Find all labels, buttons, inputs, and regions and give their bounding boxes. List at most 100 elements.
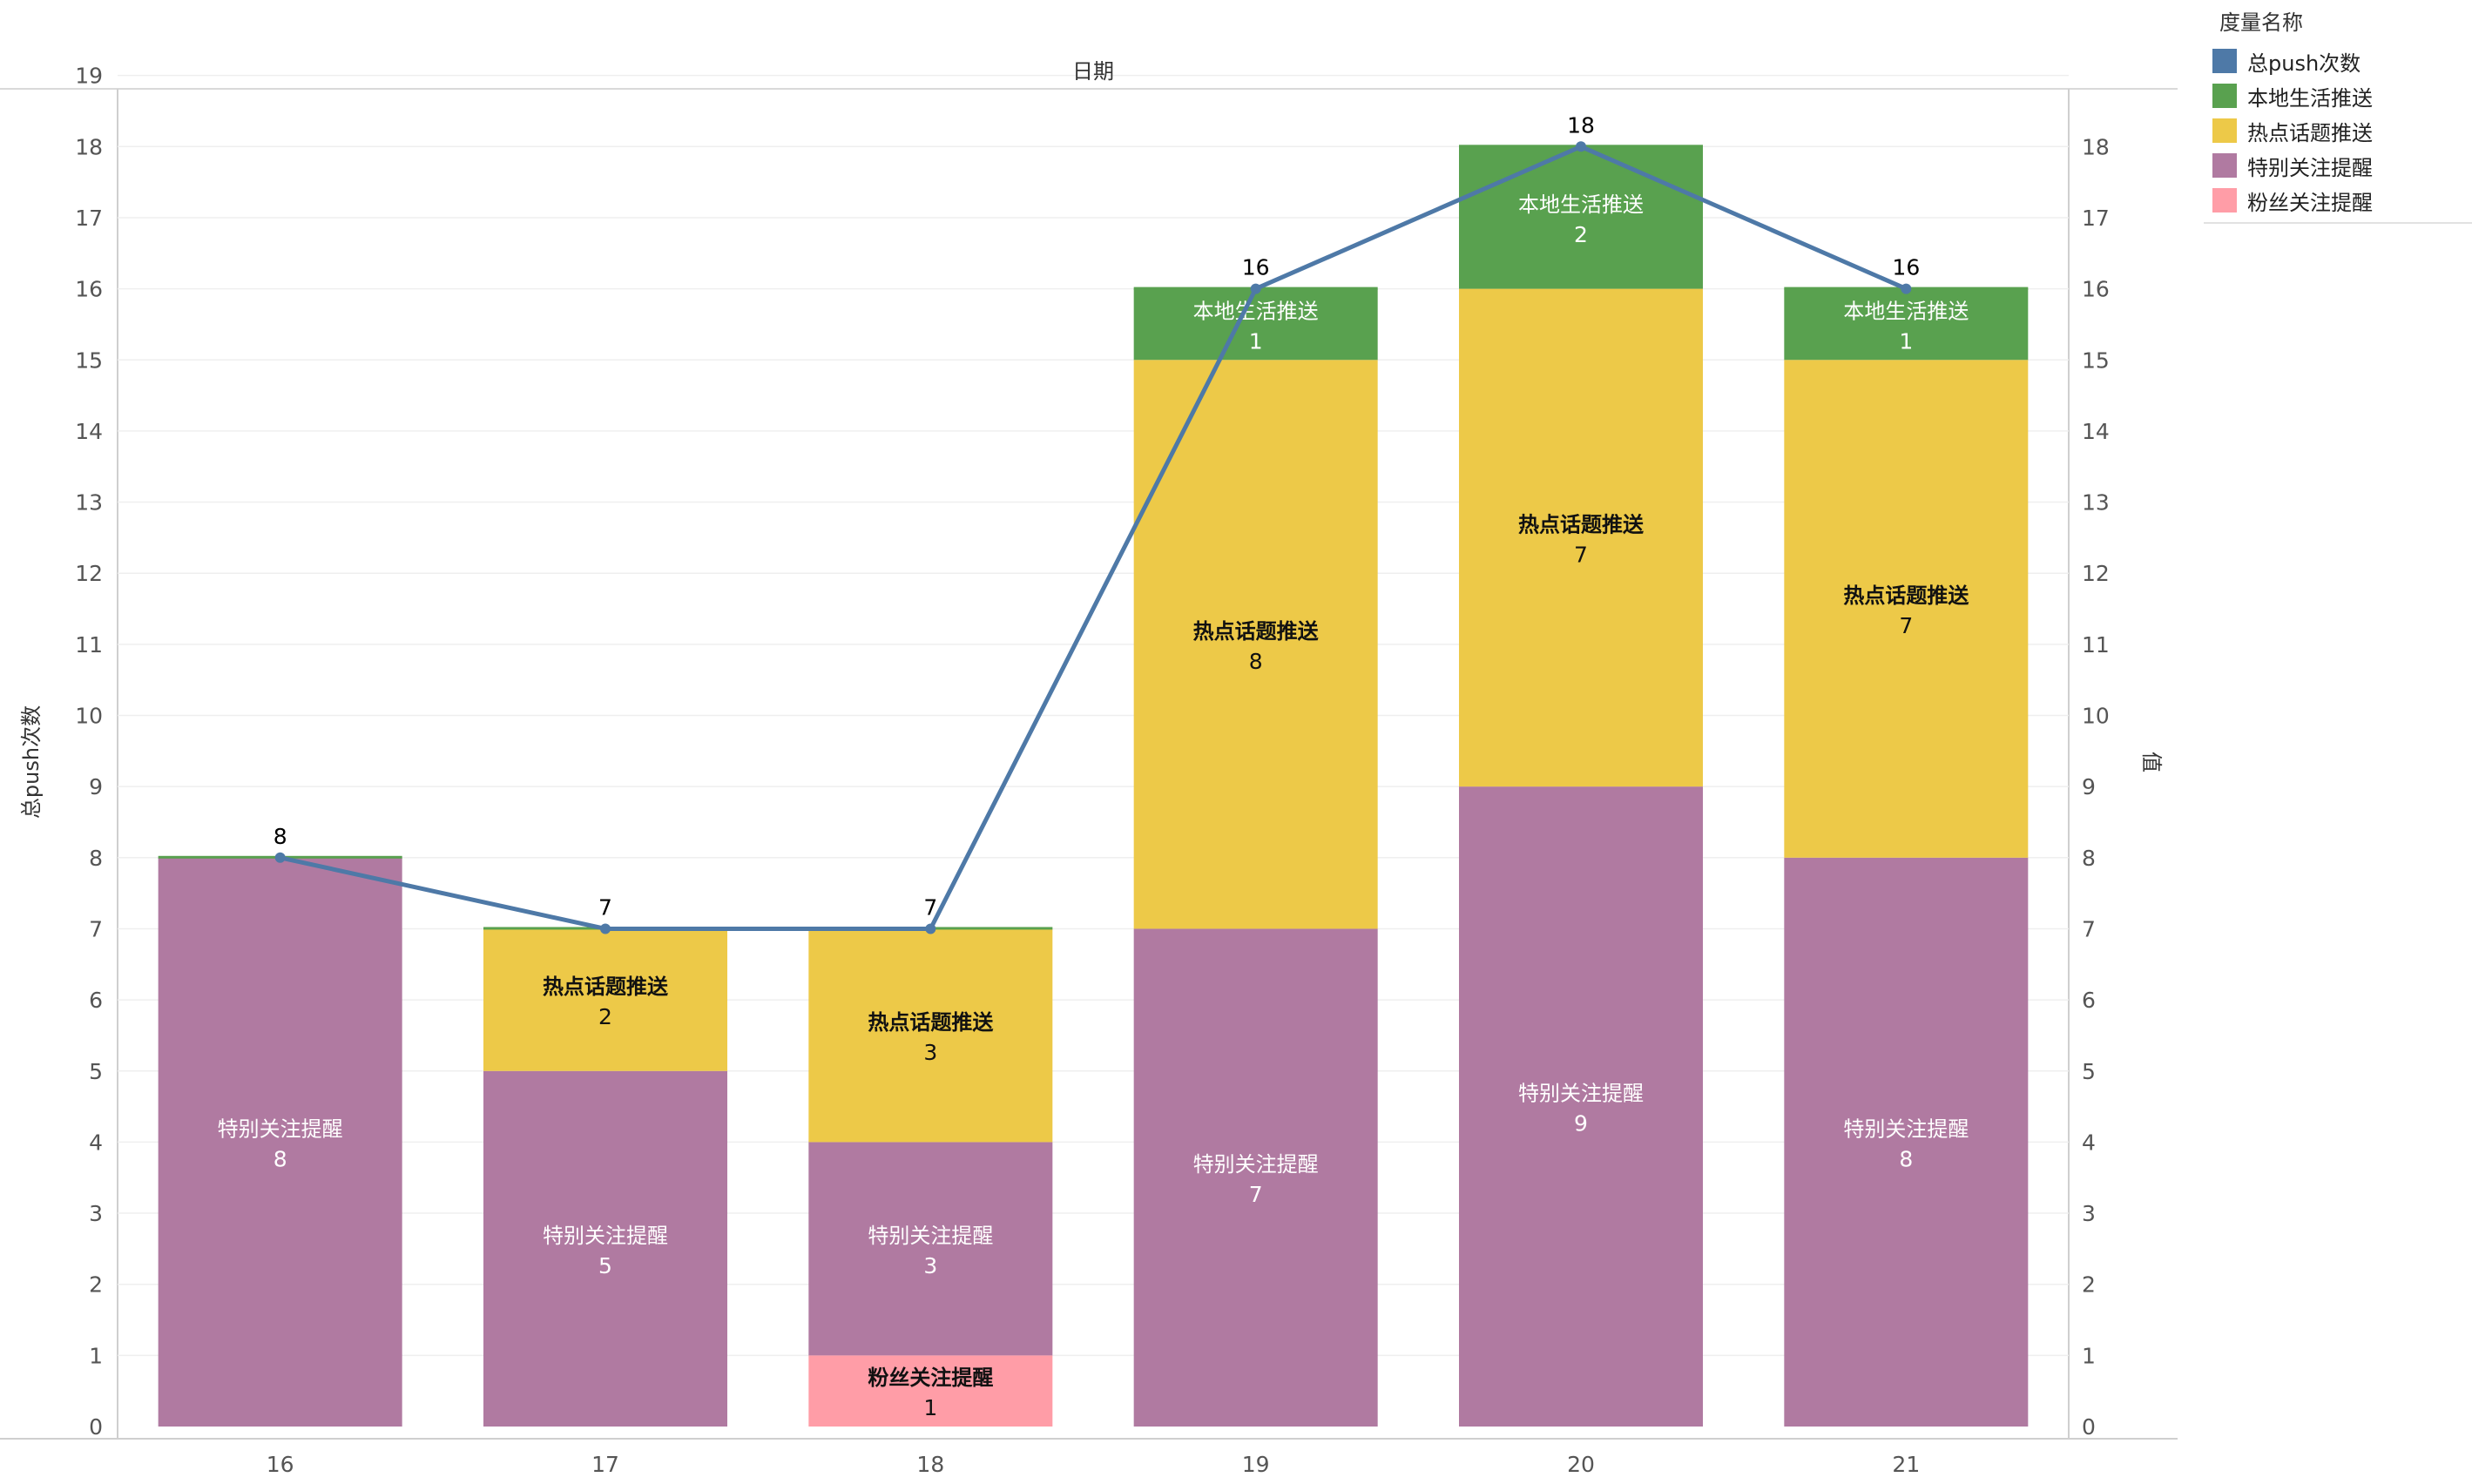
x-tick-label: 19: [1242, 1452, 1270, 1477]
x-tick-label: 16: [267, 1452, 294, 1477]
y-tick-label-left: 8: [89, 846, 103, 871]
y-tick-label-left: 14: [75, 419, 103, 444]
bar-segment: [808, 1355, 1053, 1427]
bar-segment-label: 本地生活推送: [1518, 192, 1644, 217]
x-tick-label: 20: [1567, 1452, 1595, 1477]
x-tick-label: 18: [916, 1452, 944, 1477]
legend-swatch: [2212, 153, 2237, 178]
y-tick-label-left: 10: [75, 704, 103, 729]
y-tick-label-right: 15: [2082, 347, 2110, 373]
bar-segment: [483, 1070, 727, 1427]
bar-segment-label: 热点话题推送: [543, 975, 669, 999]
y-tick-label-left: 6: [89, 988, 103, 1013]
legend-label: 粉丝关注提醒: [2247, 190, 2373, 215]
bar-segment-label: 本地生活推送: [1843, 299, 1969, 323]
bar-segment-value: 1: [1249, 328, 1263, 354]
y-tick-label-right: 3: [2082, 1201, 2096, 1226]
bar-segment: [1133, 928, 1378, 1427]
y-tick-label-right: 17: [2082, 206, 2110, 231]
bar-segment: [1784, 360, 2029, 858]
bar-segment: [1459, 146, 1703, 289]
legend-item[interactable]: 本地生活推送: [2212, 80, 2373, 111]
bar-segment: [1459, 288, 1703, 787]
bar-segment-value: 5: [598, 1253, 612, 1278]
bar-segment-label: 本地生活推送: [1193, 299, 1319, 323]
y-tick-label-right: 10: [2082, 704, 2110, 729]
bar-segment: [1133, 288, 1378, 361]
legend: [2204, 0, 2472, 224]
bar-segment-value: 7: [1249, 1182, 1263, 1207]
total-push-value-label: 7: [923, 894, 937, 920]
legend-label: 热点话题推送: [2247, 120, 2373, 145]
bar-segment-value: 1: [923, 1395, 937, 1420]
y-tick-label-right: 2: [2082, 1272, 2096, 1298]
legend-swatch: [2212, 49, 2237, 73]
y-axis-title-left: 总push次数: [19, 705, 44, 819]
bar-segment-value: 9: [1574, 1111, 1588, 1137]
total-push-value-label: 16: [1242, 255, 1270, 280]
bar-segment-label: 热点话题推送: [1843, 583, 1969, 608]
legend-item[interactable]: 粉丝关注提醒: [2212, 185, 2373, 216]
legend-title: 度量名称: [2219, 10, 2303, 35]
legend-item[interactable]: 总push次数: [2212, 45, 2361, 77]
y-tick-label-right: 4: [2082, 1130, 2096, 1155]
legend-item[interactable]: 特别关注提醒: [2212, 150, 2373, 181]
bar-segment-value: 7: [1574, 542, 1588, 567]
y-tick-label-left: 7: [89, 916, 103, 941]
y-tick-label-left: 19: [75, 64, 103, 89]
legend-label: 特别关注提醒: [2247, 155, 2373, 180]
x-tick-label: 17: [591, 1452, 619, 1477]
legend-swatch: [2212, 188, 2237, 212]
bar-segment: [158, 857, 402, 1427]
bar-segment-label: 粉丝关注提醒: [868, 1366, 993, 1390]
y-tick-label-right: 6: [2082, 988, 2096, 1013]
bar-segment: [483, 928, 727, 1071]
bar-segment-value: 3: [923, 1253, 937, 1278]
bar-segment: [1133, 360, 1378, 929]
y-tick-label-left: 11: [75, 632, 103, 658]
total-push-point: [1250, 283, 1261, 294]
bar-segment-label: 特别关注提醒: [1193, 1152, 1319, 1177]
bar-segment-value: 3: [923, 1040, 937, 1065]
bar-segment: [808, 1142, 1053, 1356]
total-push-value-label: 7: [598, 894, 612, 920]
bar-segment-label: 特别关注提醒: [1843, 1116, 1969, 1141]
total-push-point: [1901, 283, 1912, 294]
y-tick-label-right: 18: [2082, 134, 2110, 159]
x-tick-label: 21: [1892, 1452, 1920, 1477]
legend-swatch: [2212, 84, 2237, 108]
bar-segment-label: 热点话题推送: [1518, 512, 1645, 536]
y-tick-label-left: 3: [89, 1201, 103, 1226]
legend-swatch: [2212, 118, 2237, 143]
legend-item[interactable]: 热点话题推送: [2212, 115, 2373, 146]
bar-segment-label: 热点话题推送: [1193, 619, 1320, 644]
bar-segment-label: 热点话题推送: [868, 1010, 994, 1035]
y-tick-label-left: 17: [75, 206, 103, 231]
y-tick-label-right: 5: [2082, 1059, 2096, 1084]
total-push-point: [925, 923, 936, 934]
bar-segment-value: 2: [598, 1004, 612, 1029]
bar-segment-label: 特别关注提醒: [543, 1224, 668, 1248]
y-tick-label-right: 8: [2082, 846, 2096, 871]
y-tick-label-left: 0: [89, 1414, 103, 1440]
y-tick-label-right: 7: [2082, 916, 2096, 941]
x-axis-title: 日期: [1072, 59, 1114, 84]
y-tick-label-right: 1: [2082, 1343, 2096, 1368]
y-axis-title-right: 值: [2139, 752, 2164, 772]
y-tick-label-right: 0: [2082, 1414, 2096, 1440]
bar-segment-value: 8: [274, 1146, 287, 1171]
bar-segment: [1784, 288, 2029, 361]
y-tick-label-left: 13: [75, 490, 103, 516]
bar-segment-label: 特别关注提醒: [218, 1116, 343, 1141]
y-tick-label-left: 18: [75, 134, 103, 159]
total-push-value-label: 16: [1892, 255, 1920, 280]
total-push-point: [600, 923, 611, 934]
y-tick-label-left: 12: [75, 561, 103, 586]
total-push-value-label: 18: [1567, 112, 1595, 138]
y-tick-label-right: 14: [2082, 419, 2110, 444]
bar-segment: [1459, 786, 1703, 1427]
bar-segment-value: 1: [1899, 328, 1913, 354]
total-push-line: [280, 144, 1908, 931]
bar-segment-label: 特别关注提醒: [1518, 1082, 1644, 1106]
